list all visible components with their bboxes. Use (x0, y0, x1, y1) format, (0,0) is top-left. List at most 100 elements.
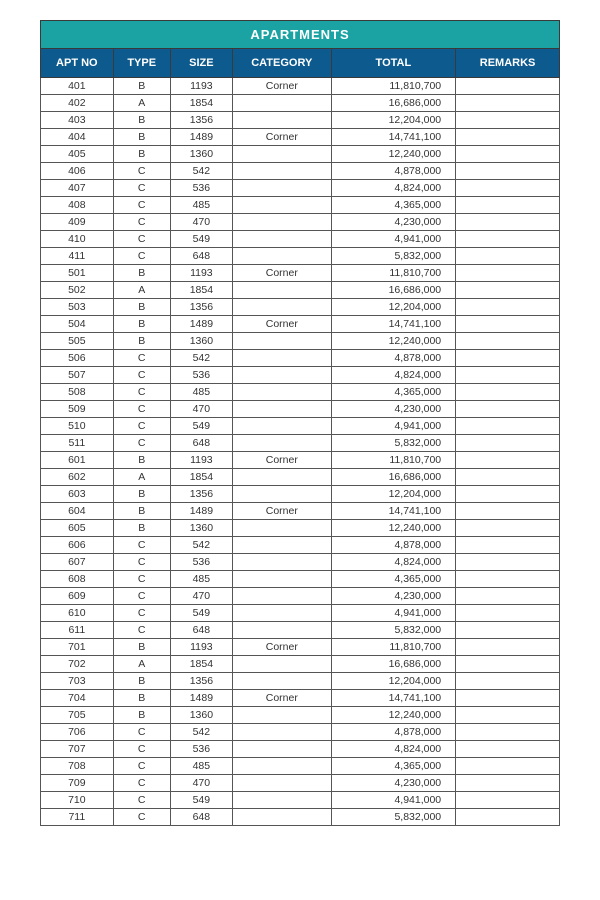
table-row: 608C4854,365,000 (41, 571, 560, 588)
cell (456, 554, 560, 571)
cell: 12,204,000 (331, 112, 456, 129)
cell: 709 (41, 775, 114, 792)
cell: 1489 (170, 316, 232, 333)
cell: Corner (233, 690, 332, 707)
cell (456, 809, 560, 826)
cell: C (113, 741, 170, 758)
cell (456, 537, 560, 554)
cell (233, 571, 332, 588)
cell: 4,230,000 (331, 775, 456, 792)
cell: 4,824,000 (331, 180, 456, 197)
table-row: 407C5364,824,000 (41, 180, 560, 197)
cell (233, 248, 332, 265)
table-row: 411C6485,832,000 (41, 248, 560, 265)
cell (456, 452, 560, 469)
table-row: 403B135612,204,000 (41, 112, 560, 129)
cell (233, 469, 332, 486)
cell (456, 622, 560, 639)
cell: 702 (41, 656, 114, 673)
table-row: 611C6485,832,000 (41, 622, 560, 639)
cell: 5,832,000 (331, 248, 456, 265)
table-row: 402A185416,686,000 (41, 95, 560, 112)
table-row: 404B1489Corner14,741,100 (41, 129, 560, 146)
cell: 4,365,000 (331, 384, 456, 401)
cell: 609 (41, 588, 114, 605)
header-remarks: REMARKS (456, 49, 560, 78)
cell: 5,832,000 (331, 809, 456, 826)
cell: 4,824,000 (331, 367, 456, 384)
cell: 536 (170, 741, 232, 758)
cell (456, 775, 560, 792)
cell: B (113, 690, 170, 707)
cell: 536 (170, 367, 232, 384)
table-row: 703B135612,204,000 (41, 673, 560, 690)
cell: C (113, 401, 170, 418)
cell: 408 (41, 197, 114, 214)
cell: 542 (170, 350, 232, 367)
header-category: CATEGORY (233, 49, 332, 78)
cell: 405 (41, 146, 114, 163)
cell: 604 (41, 503, 114, 520)
table-row: 606C5424,878,000 (41, 537, 560, 554)
cell: 505 (41, 333, 114, 350)
cell: 1193 (170, 78, 232, 95)
cell: C (113, 163, 170, 180)
cell: 610 (41, 605, 114, 622)
cell: 14,741,100 (331, 690, 456, 707)
header-type: TYPE (113, 49, 170, 78)
cell: 1854 (170, 282, 232, 299)
cell: Corner (233, 78, 332, 95)
cell: 403 (41, 112, 114, 129)
cell: C (113, 367, 170, 384)
cell (233, 486, 332, 503)
cell: 470 (170, 588, 232, 605)
cell: 4,941,000 (331, 418, 456, 435)
cell: B (113, 707, 170, 724)
cell: 1360 (170, 146, 232, 163)
cell (233, 163, 332, 180)
cell: 4,365,000 (331, 197, 456, 214)
cell: B (113, 486, 170, 503)
cell (456, 350, 560, 367)
cell: 402 (41, 95, 114, 112)
cell: 12,204,000 (331, 299, 456, 316)
cell: 485 (170, 197, 232, 214)
cell: 1360 (170, 520, 232, 537)
cell: Corner (233, 265, 332, 282)
cell: 4,824,000 (331, 741, 456, 758)
table-row: 709C4704,230,000 (41, 775, 560, 792)
cell: 12,240,000 (331, 146, 456, 163)
cell (233, 707, 332, 724)
cell: 542 (170, 537, 232, 554)
cell (233, 775, 332, 792)
cell (233, 588, 332, 605)
cell: C (113, 418, 170, 435)
cell (233, 214, 332, 231)
cell: 511 (41, 435, 114, 452)
table-title: APARTMENTS (41, 21, 560, 49)
cell: 707 (41, 741, 114, 758)
cell (456, 384, 560, 401)
cell: 1193 (170, 639, 232, 656)
cell: 407 (41, 180, 114, 197)
cell (456, 758, 560, 775)
cell: 14,741,100 (331, 129, 456, 146)
table-row: 704B1489Corner14,741,100 (41, 690, 560, 707)
table-row: 607C5364,824,000 (41, 554, 560, 571)
cell: 549 (170, 231, 232, 248)
cell: 12,240,000 (331, 333, 456, 350)
table-row: 501B1193Corner11,810,700 (41, 265, 560, 282)
cell (456, 571, 560, 588)
cell (456, 197, 560, 214)
cell (456, 95, 560, 112)
table-row: 601B1193Corner11,810,700 (41, 452, 560, 469)
table-row: 602A185416,686,000 (41, 469, 560, 486)
cell: 16,686,000 (331, 469, 456, 486)
table-row: 405B136012,240,000 (41, 146, 560, 163)
cell: C (113, 248, 170, 265)
cell (233, 656, 332, 673)
cell (233, 673, 332, 690)
cell: 542 (170, 724, 232, 741)
cell: 711 (41, 809, 114, 826)
cell: 603 (41, 486, 114, 503)
